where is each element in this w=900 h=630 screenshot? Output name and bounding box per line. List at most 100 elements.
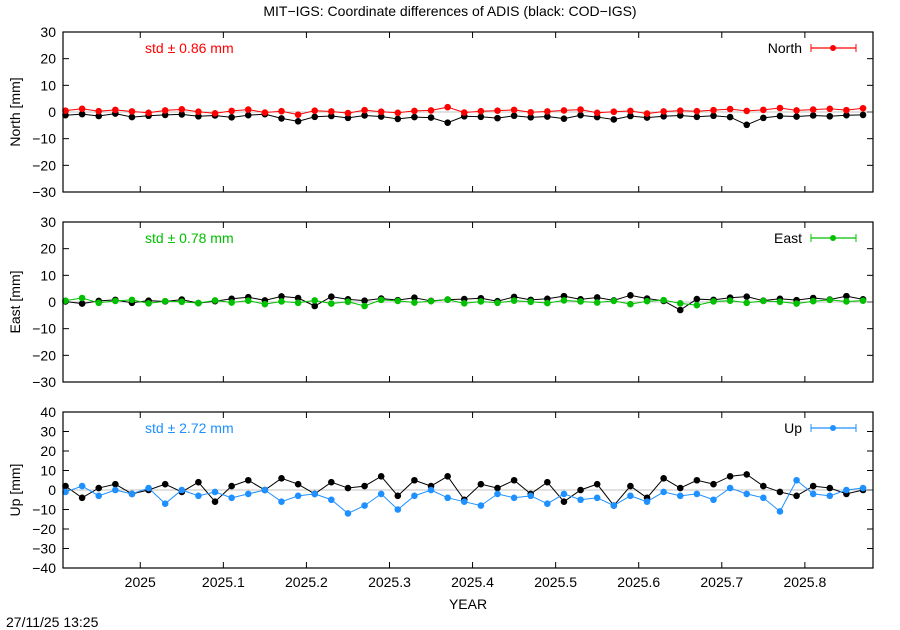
data-point bbox=[544, 299, 551, 307]
legend-marker bbox=[830, 425, 836, 431]
y-axis-label: East [mm] bbox=[7, 270, 23, 333]
std-label: std ± 0.86 mm bbox=[145, 40, 234, 56]
data-point bbox=[95, 107, 103, 115]
y-tick-label: 20 bbox=[40, 443, 56, 459]
series-cod-igs bbox=[62, 110, 867, 129]
data-point bbox=[195, 492, 202, 500]
y-tick-label: 10 bbox=[40, 267, 56, 283]
data-point bbox=[809, 490, 817, 498]
timestamp: 27/11/25 13:25 bbox=[6, 614, 99, 630]
data-point bbox=[494, 490, 501, 498]
data-point bbox=[793, 113, 800, 120]
data-point bbox=[760, 297, 767, 305]
data-point bbox=[460, 109, 468, 116]
data-point bbox=[328, 108, 335, 115]
data-point bbox=[643, 297, 651, 305]
data-point bbox=[228, 299, 235, 306]
y-tick-label: 30 bbox=[40, 424, 56, 440]
y-tick-label: −20 bbox=[32, 347, 56, 363]
data-point bbox=[377, 473, 385, 480]
data-point bbox=[477, 107, 485, 115]
data-point bbox=[494, 299, 501, 307]
y-tick-label: −10 bbox=[32, 131, 56, 147]
data-point bbox=[278, 115, 285, 122]
data-point bbox=[261, 486, 269, 494]
data-point bbox=[693, 107, 701, 115]
data-point bbox=[793, 107, 800, 114]
data-point bbox=[676, 112, 684, 119]
data-point bbox=[145, 484, 152, 492]
data-point bbox=[577, 496, 584, 504]
data-point bbox=[826, 484, 834, 492]
data-point bbox=[726, 105, 734, 113]
data-point bbox=[328, 112, 335, 120]
panel-1: −30 −20 −10 0 10 20 30 East [mm] std ± 0.78 mm Ea… bbox=[7, 214, 874, 390]
data-point bbox=[178, 111, 186, 118]
legend-label: Up bbox=[784, 420, 802, 436]
y-tick-label: −30 bbox=[32, 541, 56, 557]
data-point bbox=[776, 298, 784, 306]
data-point bbox=[660, 488, 667, 496]
data-point bbox=[743, 107, 751, 115]
y-tick-label: 20 bbox=[40, 51, 56, 67]
data-point bbox=[244, 297, 252, 304]
data-point bbox=[743, 299, 751, 307]
data-point bbox=[843, 298, 850, 305]
data-point bbox=[278, 107, 285, 115]
data-point bbox=[577, 106, 584, 113]
data-point bbox=[593, 299, 601, 306]
data-point bbox=[62, 488, 69, 496]
data-point bbox=[394, 115, 402, 123]
data-point bbox=[377, 296, 385, 304]
data-point bbox=[95, 299, 103, 307]
data-point bbox=[411, 299, 418, 306]
data-point bbox=[577, 111, 584, 119]
data-point bbox=[112, 480, 119, 488]
data-point bbox=[793, 476, 800, 484]
data-point bbox=[78, 105, 86, 113]
data-point bbox=[544, 108, 551, 115]
data-point bbox=[776, 488, 784, 496]
data-point bbox=[377, 113, 385, 120]
data-point bbox=[444, 494, 451, 502]
x-tick-label: 2025.6 bbox=[617, 574, 660, 590]
data-point bbox=[494, 114, 501, 122]
data-point bbox=[660, 475, 667, 482]
data-point bbox=[244, 111, 252, 119]
data-point bbox=[510, 297, 518, 304]
data-point bbox=[95, 492, 103, 500]
data-point bbox=[211, 297, 219, 304]
data-point bbox=[510, 106, 518, 114]
legend: North bbox=[768, 40, 857, 56]
data-point bbox=[710, 496, 717, 504]
y-tick-label: −30 bbox=[32, 184, 56, 200]
data-point bbox=[278, 498, 285, 506]
data-point bbox=[460, 300, 468, 307]
y-tick-label: −10 bbox=[32, 321, 56, 337]
data-point bbox=[411, 294, 418, 302]
data-point bbox=[361, 106, 368, 114]
data-point bbox=[261, 300, 269, 308]
data-point bbox=[178, 298, 186, 306]
data-point bbox=[610, 108, 618, 116]
data-point bbox=[411, 113, 418, 121]
data-point bbox=[809, 112, 817, 119]
data-point bbox=[477, 298, 485, 305]
data-point bbox=[760, 106, 767, 114]
data-point bbox=[294, 299, 302, 307]
y-tick-label: −20 bbox=[32, 521, 56, 537]
data-point bbox=[676, 306, 684, 314]
data-point bbox=[593, 494, 601, 502]
data-point bbox=[211, 110, 219, 117]
data-point bbox=[145, 109, 152, 117]
data-point bbox=[444, 473, 451, 480]
data-point bbox=[527, 108, 535, 116]
data-point bbox=[676, 484, 684, 492]
data-point bbox=[161, 107, 169, 114]
data-point bbox=[560, 490, 568, 498]
data-point bbox=[328, 496, 335, 504]
data-point bbox=[693, 295, 701, 303]
data-point bbox=[195, 108, 202, 116]
data-point bbox=[610, 502, 618, 509]
